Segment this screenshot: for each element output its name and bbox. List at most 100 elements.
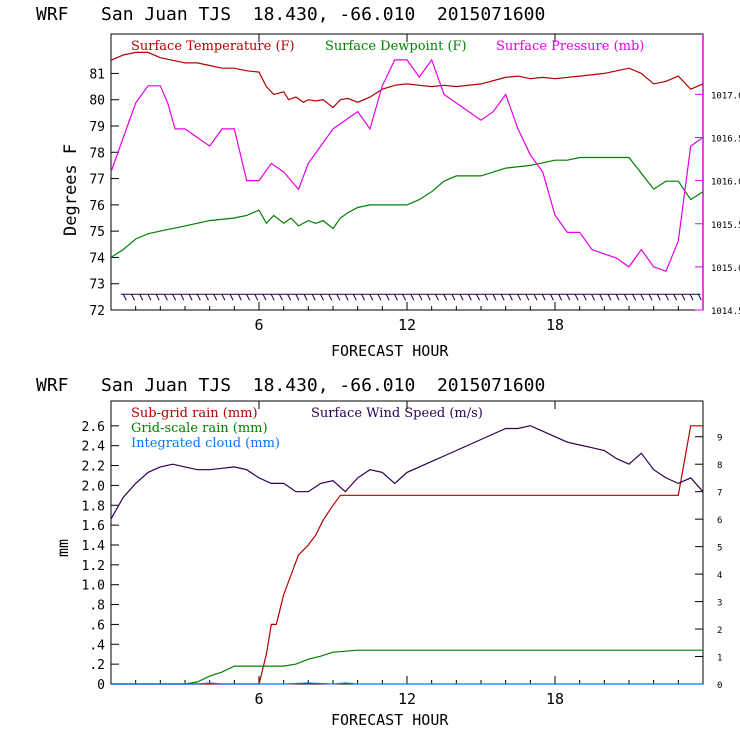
wind-barb <box>369 294 374 301</box>
x-tick-label: 12 <box>398 690 416 708</box>
top-axis-ticks: 6 12 18 72 73 74 75 76 77 78 79 80 81 1014.5 1015.0 101… <box>89 34 740 334</box>
wind-barb <box>147 294 152 301</box>
x-tick-label: 18 <box>546 316 564 334</box>
y-tick-label: 1.6 <box>82 519 105 534</box>
bottom-x-axis-label: FORECAST HOUR <box>331 711 449 729</box>
wind-barb <box>122 294 127 301</box>
wind-barb <box>262 294 267 301</box>
legend-surface-wind-speed: Surface Wind Speed (m/s) <box>311 406 483 421</box>
wind-barb <box>393 294 398 301</box>
wind-barb <box>278 294 283 301</box>
y2-tick-label: 0 <box>717 681 722 691</box>
y2-tick-label: 3 <box>717 599 722 609</box>
wind-barb <box>213 294 218 301</box>
wind-barb <box>673 294 678 301</box>
y-tick-label: 78 <box>89 146 105 161</box>
y2-tick-label: 1014.5 <box>711 307 740 317</box>
y2-tick-label: 1016.0 <box>711 178 740 188</box>
wind-barb <box>582 294 587 301</box>
wind-barb <box>467 294 472 301</box>
wind-barb <box>435 294 439 301</box>
wind-barb <box>196 294 201 301</box>
legend-sub-grid-rain: Sub-grid rain (mm) <box>131 406 258 421</box>
x-tick-label: 12 <box>398 316 416 334</box>
y2-tick-label: 1017.0 <box>711 91 740 101</box>
wind-barb <box>492 294 497 301</box>
y-tick-label: 77 <box>89 173 105 188</box>
wind-barb <box>172 294 177 301</box>
y-tick-label: 80 <box>89 94 105 109</box>
y2-tick-label: 1016.5 <box>711 135 740 145</box>
wind-barb <box>525 294 530 301</box>
legend-surface-dewpoint: Surface Dewpoint (F) <box>325 39 467 54</box>
x-tick-label: 18 <box>546 690 564 708</box>
y-tick-label: 1.4 <box>82 539 106 554</box>
y-tick-label: 2.0 <box>82 479 105 494</box>
wind-barb <box>558 294 563 301</box>
y2-tick-label: 9 <box>717 434 722 444</box>
wind-barb <box>615 294 620 301</box>
y-tick-label: 76 <box>89 199 105 214</box>
wind-barb <box>303 294 308 301</box>
wind-barb <box>640 294 645 301</box>
wind-barb <box>426 294 431 301</box>
y-tick-label: 75 <box>89 225 105 240</box>
bottom-chart-title: WRF San Juan TJS 18.430, -66.010 2015071… <box>36 375 545 396</box>
y2-tick-label: 4 <box>717 571 722 581</box>
wind-barb <box>607 294 612 301</box>
wind-barb <box>221 294 226 301</box>
wind-barb <box>385 294 390 301</box>
wind-barb <box>410 294 415 301</box>
y-tick-label: 73 <box>89 278 105 293</box>
top-y-axis-label: Degrees F <box>61 144 81 236</box>
wind-barb <box>656 294 661 301</box>
wind-barb <box>681 294 686 301</box>
bottom-series <box>110 425 704 685</box>
y-tick-label: .2 <box>89 658 105 673</box>
wind-barb <box>566 294 571 301</box>
series-line-0 <box>110 51 704 109</box>
y-tick-label: 74 <box>89 251 105 266</box>
y2-tick-label: 7 <box>717 489 722 499</box>
wind-barb <box>237 294 242 301</box>
wind-barb <box>254 294 259 301</box>
wind-barb <box>131 294 135 301</box>
wind-barb <box>139 294 144 301</box>
wind-barb <box>459 294 464 301</box>
top-x-axis-label: FORECAST HOUR <box>331 342 449 360</box>
wind-barb <box>550 294 554 301</box>
wind-barb <box>591 294 595 301</box>
wind-barb <box>517 294 522 301</box>
y-tick-label: 1.8 <box>82 499 105 514</box>
wind-barb <box>599 294 604 301</box>
wind-barb <box>648 294 653 301</box>
y-tick-label: 2.6 <box>82 420 105 435</box>
wind-barb <box>311 294 316 301</box>
wind-barb <box>295 294 300 301</box>
wind-barb <box>377 294 382 301</box>
wind-barb <box>418 294 423 301</box>
series-line-1 <box>111 649 703 685</box>
wind-barb <box>328 294 333 301</box>
y-tick-label: 72 <box>89 304 105 319</box>
series-line-2 <box>111 682 703 685</box>
series-line-0 <box>111 425 703 685</box>
y-tick-label: 79 <box>89 120 105 135</box>
wind-barb <box>270 294 275 301</box>
legend-surface-pressure: Surface Pressure (mb) <box>496 39 644 54</box>
wind-barb <box>623 294 628 301</box>
y2-tick-label: 1015.5 <box>711 221 740 231</box>
bottom-y-axis-label: mm <box>54 539 72 557</box>
top-series <box>110 51 704 272</box>
wind-barb <box>508 294 513 301</box>
wind-barb <box>320 294 324 301</box>
y2-tick-label: 8 <box>717 461 722 471</box>
series-line-1 <box>110 156 704 258</box>
wind-barb <box>155 294 160 301</box>
wind-barb <box>574 294 579 301</box>
wind-barb <box>451 294 456 301</box>
legend-surface-temperature: Surface Temperature (F) <box>131 39 295 54</box>
wind-barb <box>287 294 292 301</box>
y2-tick-label: 6 <box>717 516 722 526</box>
